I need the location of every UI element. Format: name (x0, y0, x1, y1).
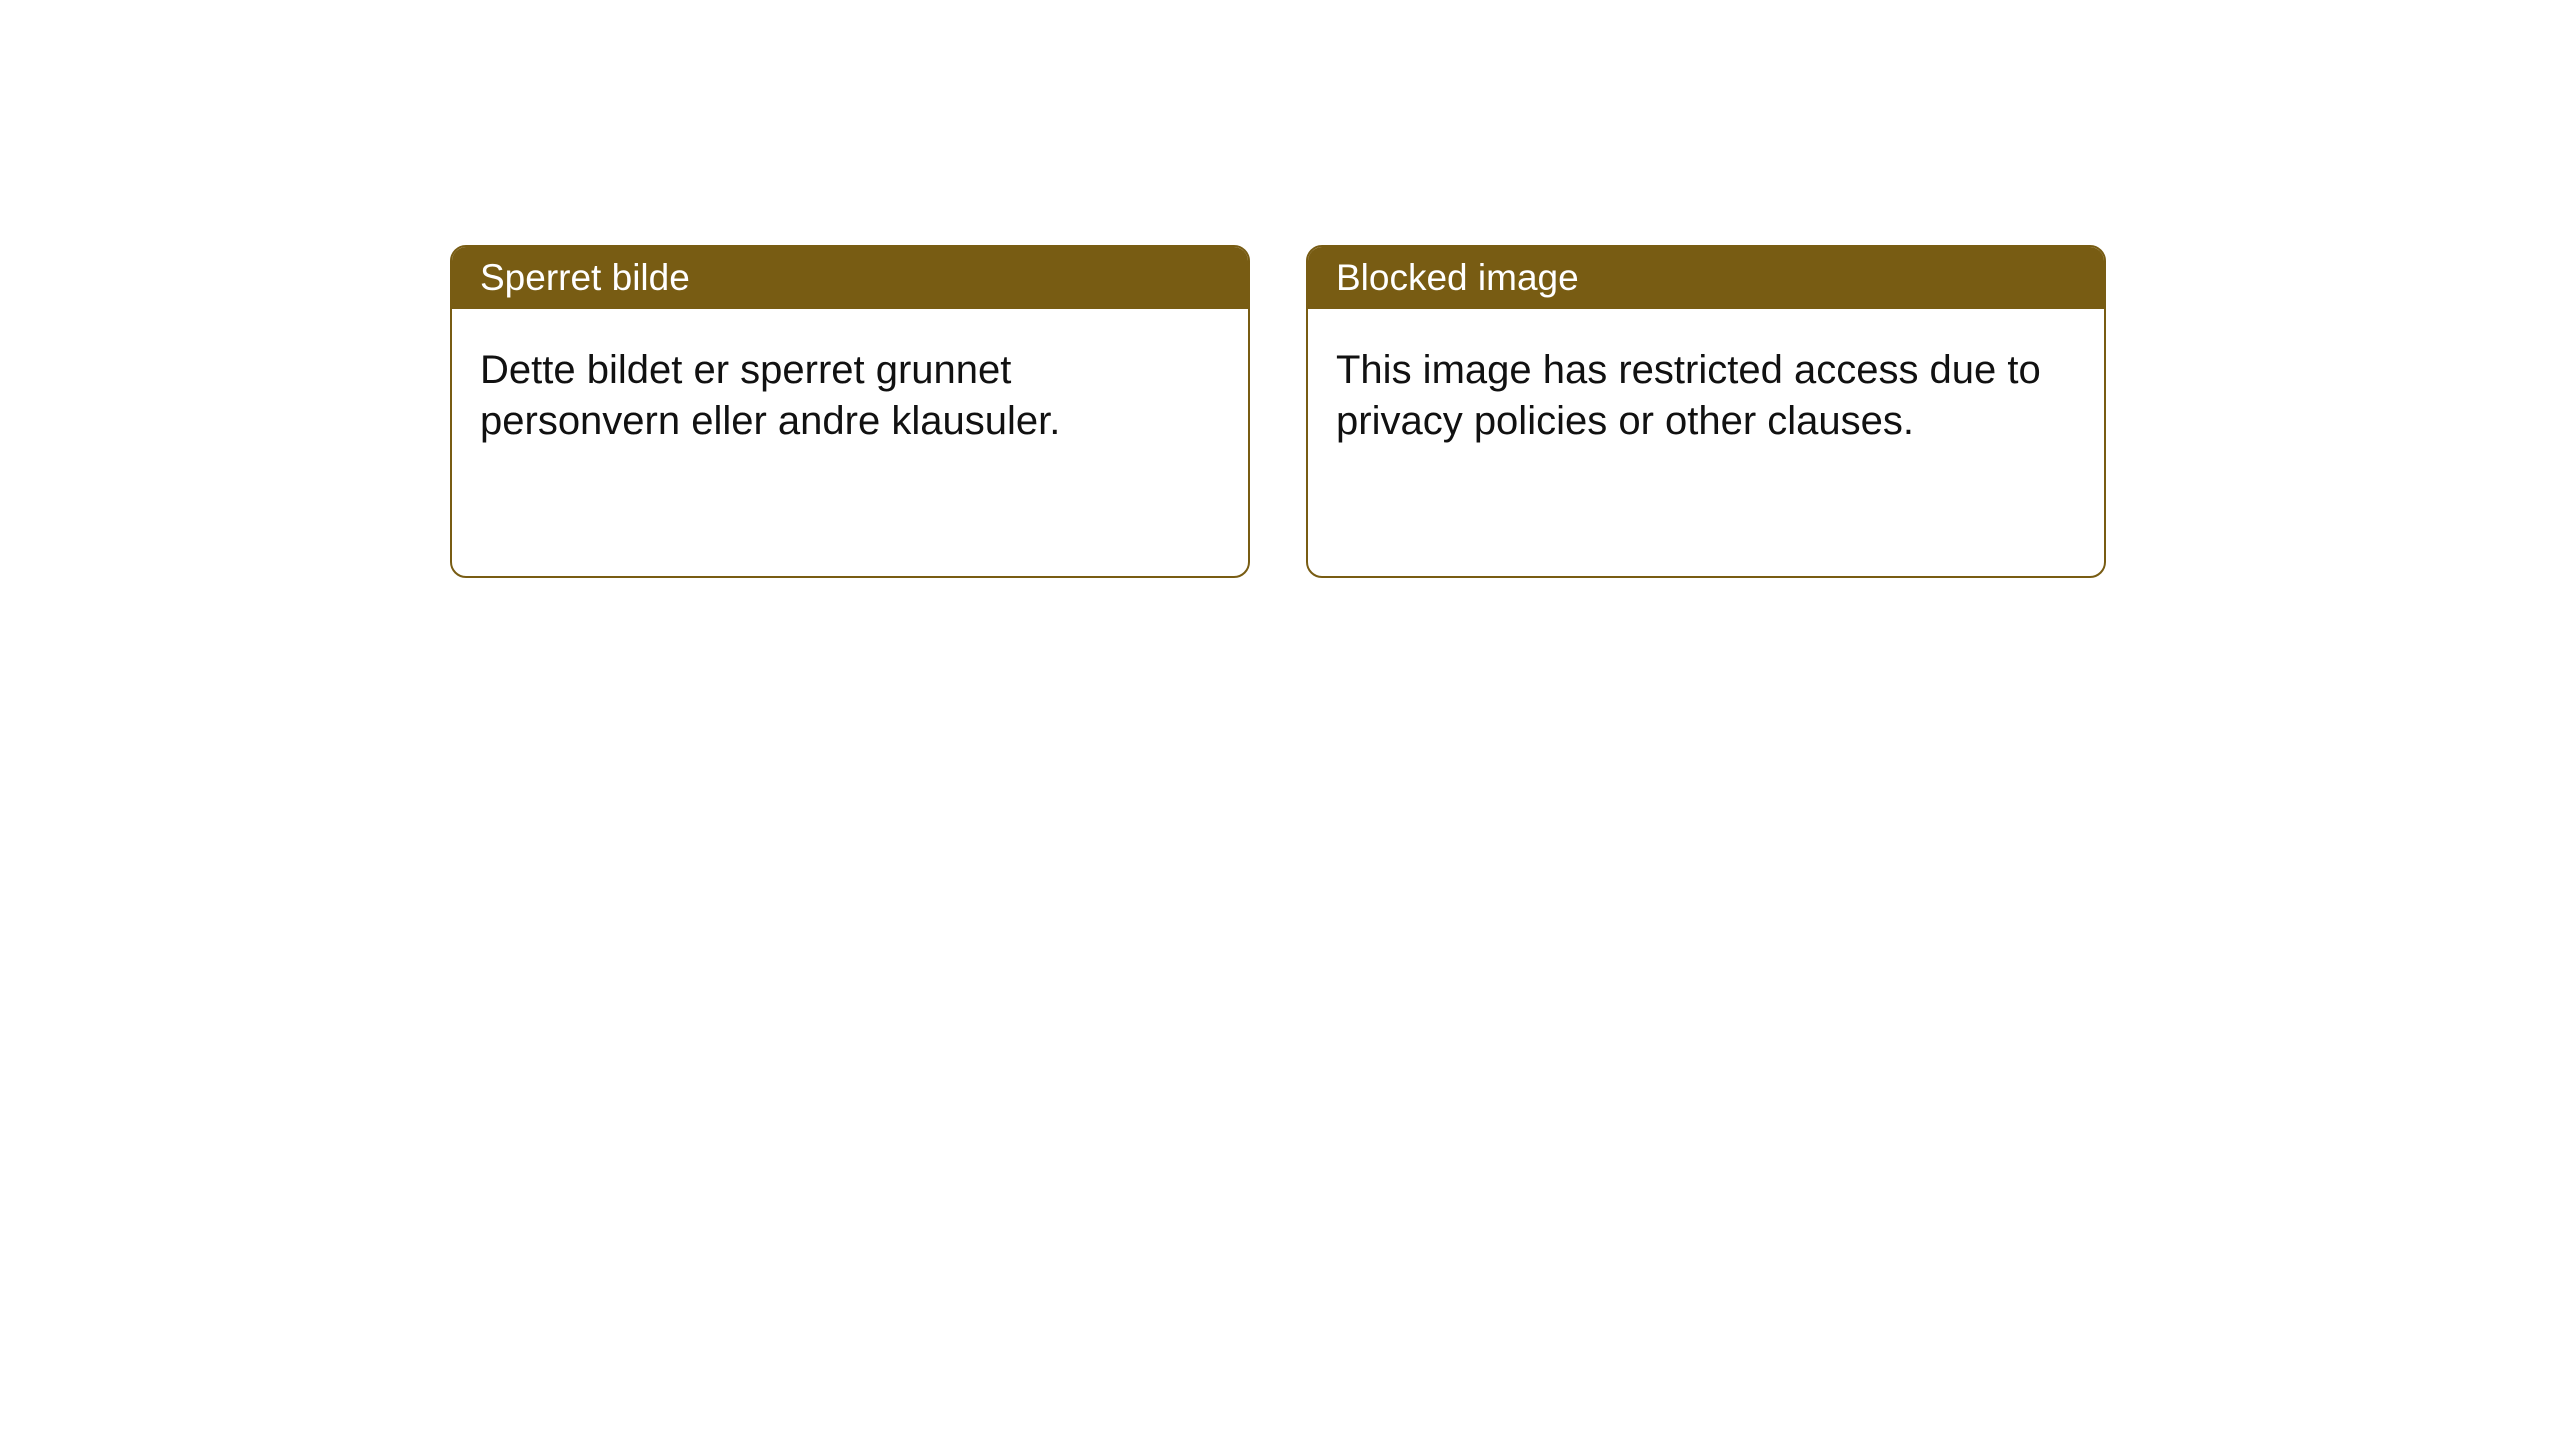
card-header: Sperret bilde (452, 247, 1248, 309)
card-header: Blocked image (1308, 247, 2104, 309)
card-body: Dette bildet er sperret grunnet personve… (452, 309, 1248, 483)
blocked-image-card-no: Sperret bilde Dette bildet er sperret gr… (450, 245, 1250, 578)
card-body-text: Dette bildet er sperret grunnet personve… (480, 348, 1060, 443)
card-body: This image has restricted access due to … (1308, 309, 2104, 483)
card-title: Blocked image (1336, 257, 1579, 298)
blocked-image-card-en: Blocked image This image has restricted … (1306, 245, 2106, 578)
notice-container: Sperret bilde Dette bildet er sperret gr… (0, 0, 2560, 578)
card-title: Sperret bilde (480, 257, 690, 298)
card-body-text: This image has restricted access due to … (1336, 348, 2041, 443)
